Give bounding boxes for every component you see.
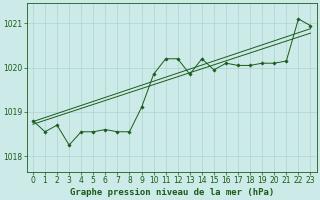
X-axis label: Graphe pression niveau de la mer (hPa): Graphe pression niveau de la mer (hPa) — [69, 188, 274, 197]
